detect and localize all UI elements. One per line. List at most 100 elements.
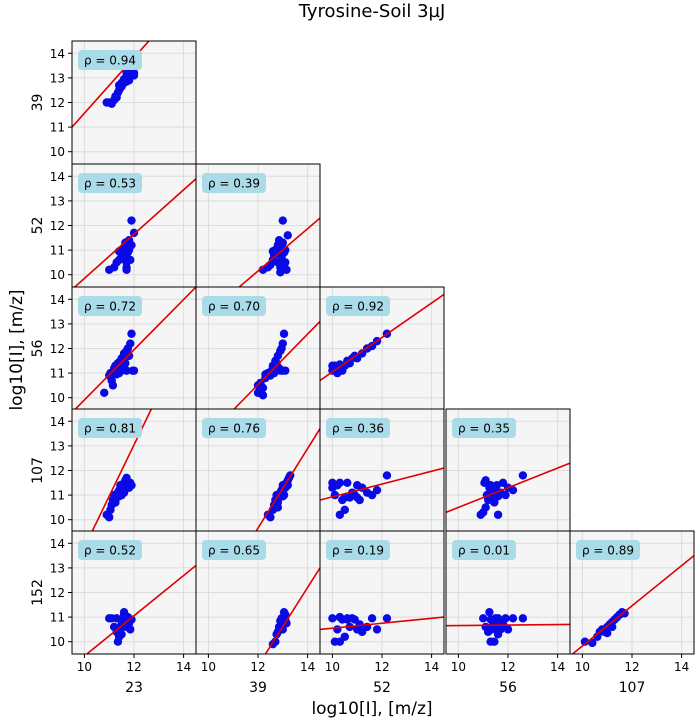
data-point (340, 505, 349, 515)
y-tick-label: 11 (50, 611, 65, 625)
data-point (353, 493, 362, 502)
data-point (335, 478, 345, 487)
data-point (343, 359, 352, 368)
data-point (127, 615, 136, 624)
x-tick-label: 14 (424, 660, 439, 674)
regression-line (320, 293, 444, 382)
row-variable-label: 56 (30, 340, 46, 358)
panel-56-vs-52: ρ = 0.92 (319, 286, 445, 411)
x-tick-label: 10 (201, 660, 216, 674)
rho-label: ρ = 0.53 (84, 177, 136, 191)
data-point (105, 513, 114, 522)
data-point (126, 339, 135, 348)
y-tick-label: 13 (50, 317, 65, 331)
data-point (273, 503, 283, 512)
regression-line (446, 462, 570, 514)
y-tick-label: 11 (50, 367, 65, 381)
panel-plot-area (320, 612, 444, 646)
panel-plot-area (571, 554, 694, 654)
data-point (127, 216, 136, 225)
y-tick-label: 10 (50, 145, 65, 159)
regression-line (264, 567, 320, 654)
rho-label: ρ = 0.19 (332, 544, 384, 558)
regression-line (238, 217, 320, 287)
row-variable-label: 152 (30, 579, 46, 606)
data-point (266, 513, 275, 522)
panel-plot-area (446, 607, 570, 646)
rho-label: ρ = 0.94 (84, 54, 136, 68)
y-tick-label: 14 (50, 537, 65, 551)
data-point (129, 71, 139, 80)
data-point (333, 625, 342, 634)
data-point (485, 607, 494, 617)
data-point (479, 614, 488, 623)
panel-52-vs-23: ρ = 0.53 10 11 12 13 14 52 (30, 163, 197, 288)
rho-label-box (78, 540, 142, 560)
data-point (114, 492, 124, 501)
data-point (328, 614, 337, 623)
y-tick-label: 14 (50, 47, 65, 61)
data-point (335, 637, 345, 646)
panel-plot-area (72, 41, 150, 128)
panel-107-vs-52: ρ = 0.36 (319, 408, 445, 533)
rho-label: ρ = 0.89 (582, 544, 634, 558)
data-point (121, 359, 130, 368)
y-tick-label: 14 (50, 415, 65, 429)
regression-line (73, 287, 196, 410)
data-point (283, 231, 292, 240)
rho-label-box (202, 173, 266, 193)
panel-152-vs-23: ρ = 0.52 10 11 12 13 14 152 10 12 14 23 (30, 530, 197, 696)
regression-line (446, 623, 570, 627)
rho-label-box (326, 418, 390, 438)
data-point (493, 492, 503, 501)
panel-plot-area (232, 320, 320, 410)
data-point (278, 339, 287, 348)
data-point (278, 216, 287, 225)
data-point (503, 625, 513, 634)
y-tick-label: 13 (50, 194, 65, 208)
data-point (126, 625, 135, 634)
data-point (278, 492, 287, 501)
data-point (122, 366, 131, 375)
data-point (501, 614, 510, 623)
x-tick-label: 10 (325, 660, 340, 674)
y-tick-label: 13 (50, 439, 65, 453)
panel-107-vs-23: ρ = 0.81 10 11 12 13 14 107 (30, 408, 197, 533)
column-variable-label: 39 (249, 680, 267, 696)
data-point (126, 255, 135, 265)
regression-line (320, 467, 444, 501)
rho-label: ρ = 0.36 (332, 422, 384, 436)
data-point (278, 625, 287, 634)
panel-152-vs-39: ρ = 0.65 10 12 14 39 (195, 530, 321, 696)
y-tick-label: 11 (50, 489, 65, 503)
data-point (580, 637, 590, 646)
regression-line (254, 428, 320, 532)
panel-39-vs-23: ρ = 0.94 10 11 12 13 14 39 (30, 40, 197, 165)
data-point (335, 360, 345, 369)
y-tick-label: 12 (50, 586, 65, 600)
data-point (114, 81, 124, 90)
data-point (518, 471, 528, 480)
data-point (281, 245, 290, 255)
y-tick-label: 10 (50, 268, 65, 282)
data-point (343, 478, 352, 487)
data-point (490, 498, 499, 507)
y-tick-label: 14 (50, 170, 65, 184)
data-point (372, 625, 382, 634)
rho-label-box (78, 50, 142, 70)
rho-label-box (202, 540, 266, 560)
panel-56-vs-23: ρ = 0.72 10 11 12 13 14 56 (30, 286, 197, 411)
row-variable-label: 39 (30, 94, 46, 112)
row-variable-label: 107 (30, 457, 46, 484)
column-variable-label: 52 (373, 680, 391, 696)
x-tick-label: 14 (176, 660, 191, 674)
data-point (271, 637, 280, 646)
panel-plot-area (320, 293, 444, 382)
data-point (129, 366, 139, 375)
panel-plot-area (73, 178, 196, 287)
column-variable-label: 23 (125, 680, 143, 696)
data-point (276, 616, 285, 625)
x-tick-label: 14 (674, 660, 689, 674)
data-point (282, 265, 291, 274)
